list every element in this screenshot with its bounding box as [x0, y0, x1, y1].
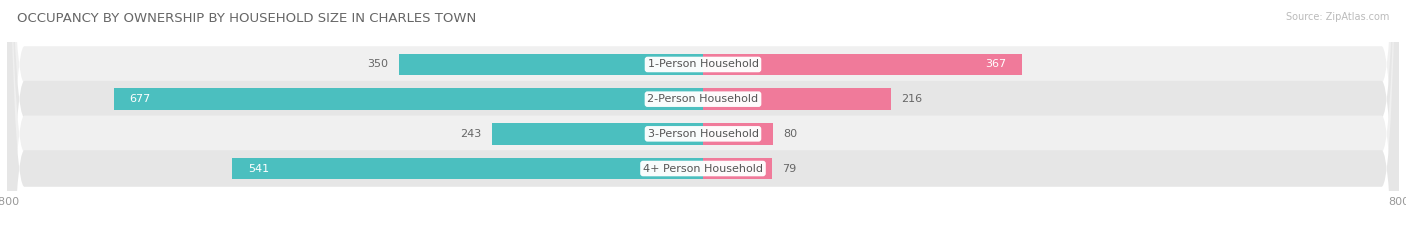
Text: 677: 677 [129, 94, 150, 104]
Text: OCCUPANCY BY OWNERSHIP BY HOUSEHOLD SIZE IN CHARLES TOWN: OCCUPANCY BY OWNERSHIP BY HOUSEHOLD SIZE… [17, 12, 477, 25]
Bar [703, 158, 772, 179]
Text: 79: 79 [782, 164, 796, 174]
Bar [398, 54, 703, 75]
Bar [492, 123, 703, 145]
Text: 1-Person Household: 1-Person Household [648, 59, 758, 69]
Bar [703, 54, 1022, 75]
Text: 541: 541 [247, 164, 269, 174]
Bar [232, 158, 703, 179]
FancyBboxPatch shape [7, 0, 1399, 233]
Text: 2-Person Household: 2-Person Household [647, 94, 759, 104]
Bar [703, 123, 773, 145]
FancyBboxPatch shape [7, 0, 1399, 233]
Text: 216: 216 [901, 94, 922, 104]
Text: 243: 243 [460, 129, 481, 139]
Bar [703, 88, 891, 110]
Text: 350: 350 [367, 59, 388, 69]
FancyBboxPatch shape [7, 0, 1399, 233]
Bar [114, 88, 703, 110]
Text: 80: 80 [783, 129, 797, 139]
Text: 367: 367 [986, 59, 1007, 69]
FancyBboxPatch shape [7, 0, 1399, 233]
Text: 3-Person Household: 3-Person Household [648, 129, 758, 139]
Text: 4+ Person Household: 4+ Person Household [643, 164, 763, 174]
Text: Source: ZipAtlas.com: Source: ZipAtlas.com [1285, 12, 1389, 22]
